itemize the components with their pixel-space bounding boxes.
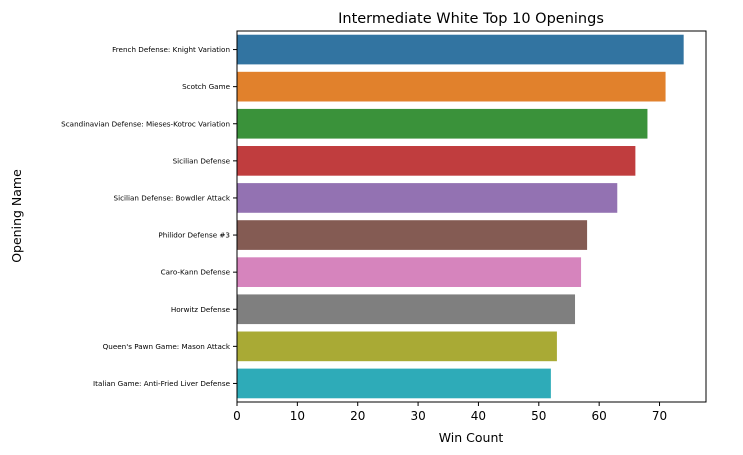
y-tick-label: Sicilian Defense (173, 156, 231, 165)
bar-5 (237, 183, 618, 213)
y-tick-label: Philidor Defense #3 (158, 231, 230, 240)
bar-2 (237, 71, 666, 102)
bar-10 (237, 368, 551, 399)
x-tick-label: 60 (592, 409, 607, 423)
bar-8 (237, 294, 576, 325)
y-tick-label: Caro-Kann Defense (161, 268, 231, 277)
y-tick-label: French Defense: Knight Variation (112, 45, 230, 54)
bar-4 (237, 146, 636, 176)
x-axis-label: Win Count (439, 430, 504, 445)
y-tick-label: Horwitz Defense (171, 305, 231, 314)
bars-group (237, 34, 684, 399)
y-tick-label: Italian Game: Anti-Fried Liver Defense (93, 379, 231, 388)
chart-title: Intermediate White Top 10 Openings (338, 11, 604, 27)
y-tick-label: Scotch Game (182, 82, 230, 91)
bar-7 (237, 257, 582, 287)
bar-3 (237, 108, 648, 139)
y-axis-ticks: French Defense: Knight Variation Scotch G… (61, 45, 237, 388)
x-tick-label: 30 (410, 409, 425, 423)
y-tick-label: Queen's Pawn Game: Mason Attack (103, 342, 231, 351)
x-tick-label: 0 (233, 409, 241, 423)
x-tick-label: 50 (531, 409, 546, 423)
plot-frame (236, 30, 707, 403)
x-axis-ticks: 0 10 20 30 40 50 60 70 (233, 402, 667, 423)
y-tick-label: Scandinavian Defense: Mieses-Kotroc Vari… (61, 119, 230, 128)
bar-9 (237, 331, 557, 362)
bar-6 (237, 220, 588, 250)
x-tick-label: 10 (290, 409, 305, 423)
x-tick-label: 20 (350, 409, 365, 423)
y-tick-label: Sicilian Defense: Bowdler Attack (114, 193, 231, 202)
bar-1 (237, 34, 684, 65)
x-tick-label: 70 (652, 409, 667, 423)
y-axis-label: Opening Name (9, 169, 24, 263)
x-tick-label: 40 (471, 409, 486, 423)
